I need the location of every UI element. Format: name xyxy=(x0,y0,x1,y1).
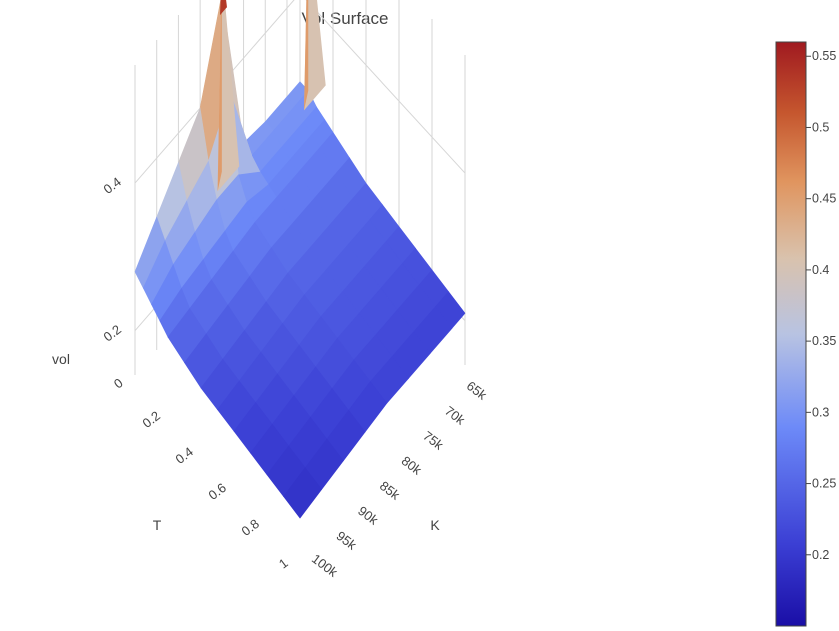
x-axis-title: K xyxy=(430,517,440,533)
surface-patch xyxy=(283,467,323,519)
z-tick-label: 0.2 xyxy=(101,322,124,345)
colorbar-tick-label: 0.4 xyxy=(812,263,829,277)
surface-mesh xyxy=(134,0,466,519)
x-tick-label: 95k xyxy=(334,528,360,553)
chart-title: Vol Surface xyxy=(302,9,389,28)
x-tick-label: 85k xyxy=(377,478,403,503)
y-axis-title: T xyxy=(153,517,162,533)
colorbar-tick-label: 0.2 xyxy=(812,548,829,562)
surface-spike-tip xyxy=(220,0,227,16)
colorbar-tick-label: 0.45 xyxy=(812,192,836,206)
x-tick-label: 100k xyxy=(309,551,341,580)
grid-line-z xyxy=(305,0,466,174)
y-tick-label: 0.4 xyxy=(173,444,196,467)
x-tick-label: 90k xyxy=(355,503,381,528)
surface-spike xyxy=(303,0,326,111)
z-axis-title: vol xyxy=(52,351,70,367)
colorbar-ticks: 0.55 0.5 0.45 0.4 0.35 0.3 0.25 0.2 xyxy=(806,49,836,562)
colorbar-tick-label: 0.25 xyxy=(812,477,836,491)
y-tick-label: 0.8 xyxy=(239,516,262,539)
y-tick-label: 1 xyxy=(276,555,291,571)
y-tick-label: 0.2 xyxy=(140,408,163,431)
surface-spike xyxy=(303,0,309,111)
z-tick-label: 0.4 xyxy=(101,174,124,197)
y-tick-label: 0.6 xyxy=(206,480,229,503)
x-tick-label: 70k xyxy=(442,403,468,428)
x-tick-label: 75k xyxy=(420,428,446,453)
surface-spike xyxy=(217,0,222,192)
colorbar-tick-label: 0.55 xyxy=(812,49,836,63)
colorbar-tick-label: 0.35 xyxy=(812,334,836,348)
colorbar-tick-label: 0.5 xyxy=(812,120,829,134)
colorbar: 0.55 0.5 0.45 0.4 0.35 0.3 0.25 0.2 xyxy=(775,41,836,627)
surface-spike xyxy=(217,0,240,192)
colorbar-tick-label: 0.3 xyxy=(812,405,829,419)
colorbar-gradient xyxy=(775,41,807,627)
y-tick-label: 0 xyxy=(111,375,126,391)
x-tick-label: 80k xyxy=(399,453,425,478)
x-tick-label: 65k xyxy=(464,378,490,403)
